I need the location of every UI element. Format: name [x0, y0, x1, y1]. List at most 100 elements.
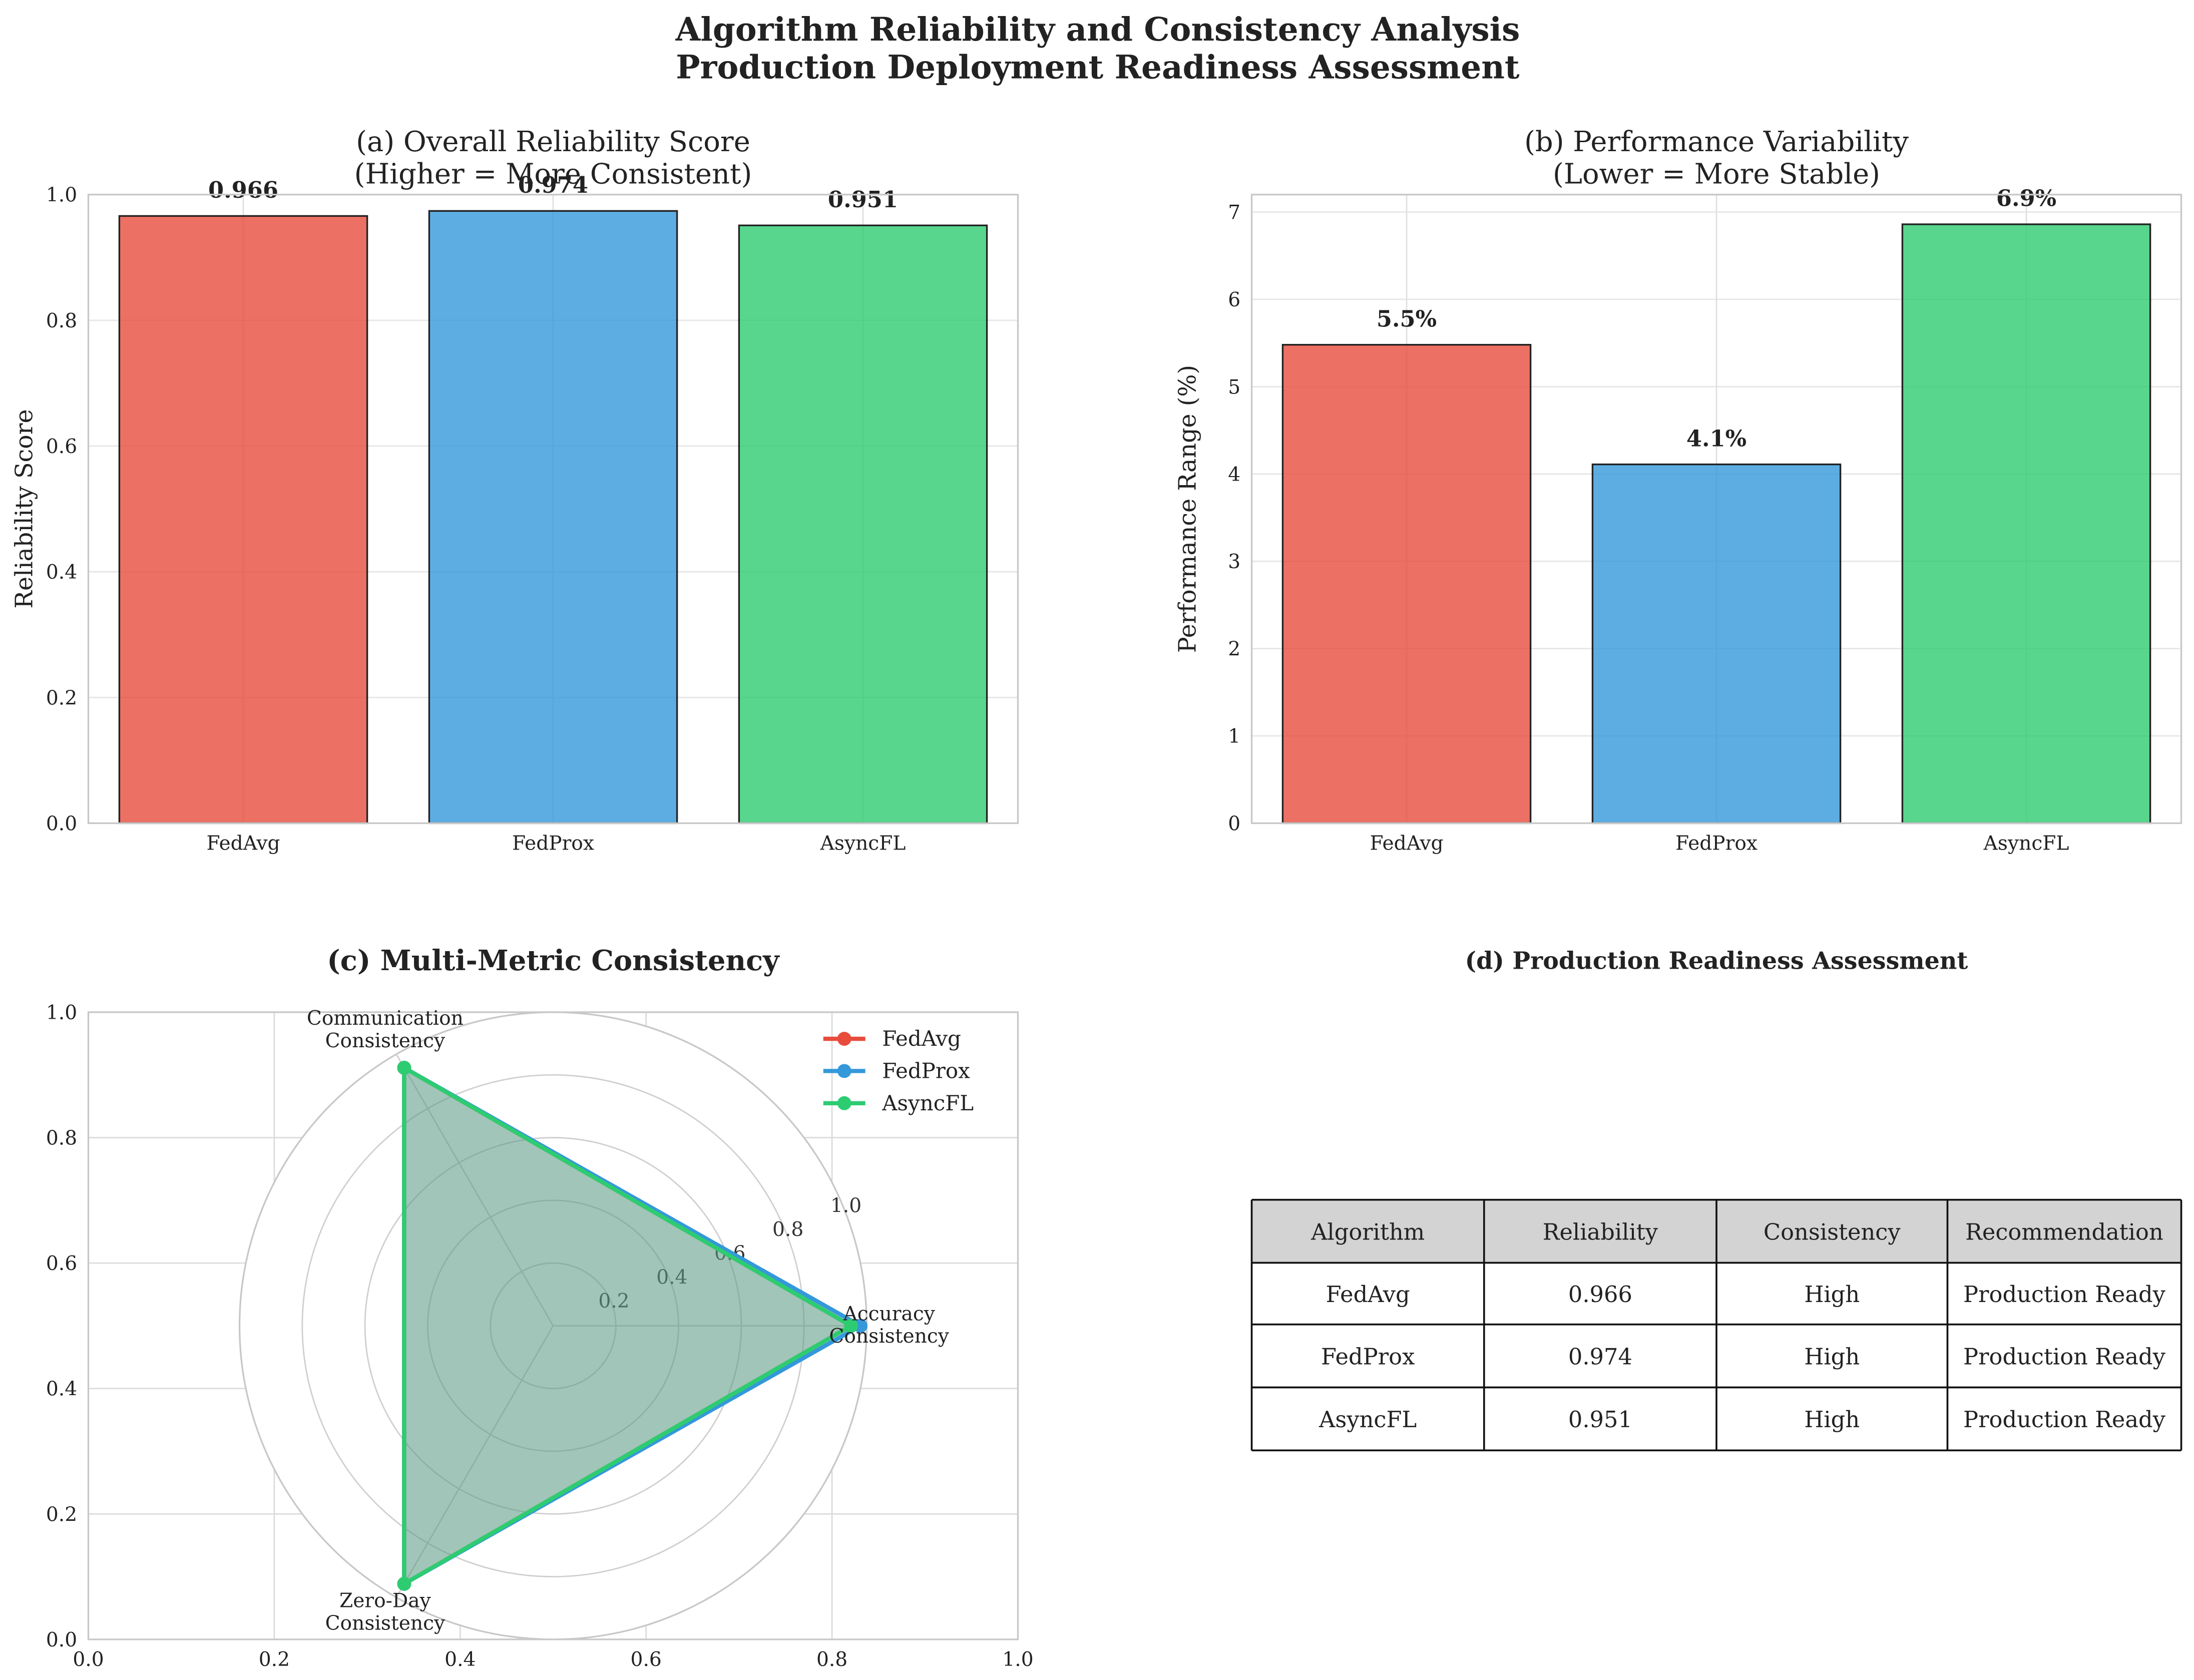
- y-tick-label: 1: [1228, 725, 1240, 748]
- subplot-title-line2: (Lower = More Stable): [1553, 158, 1880, 190]
- panel-b-variability: 0 1 2 3 4 5 6 7 5.5% FedAvg 4.1% FedProx 6.9% AsyncFL…: [1174, 126, 2182, 855]
- table-cell: Production Ready: [1963, 1343, 2166, 1370]
- bar-value-label: 0.966: [208, 177, 278, 203]
- subplot-title: (c) Multi-Metric Consistency: [327, 944, 780, 977]
- legend-label: FedAvg: [882, 1026, 961, 1051]
- plot-frame: [1250, 194, 2182, 824]
- subplot-title-line1: (a) Overall Reliability Score: [356, 126, 750, 158]
- y-tick-label: 0.0: [46, 812, 77, 835]
- bar-asyncfl: [1901, 223, 2151, 824]
- bar-fedavg: [118, 215, 368, 824]
- x-tick-label: AsyncFL: [820, 832, 906, 855]
- figure-title-line1: Algorithm Reliability and Consistency An…: [675, 11, 1520, 49]
- bg-y-tick-label: 0.0: [46, 1629, 77, 1651]
- table-cell: Production Ready: [1963, 1406, 2166, 1433]
- bar-fedprox: [1591, 463, 1842, 824]
- bg-y-tick-label: 1.0: [46, 1002, 77, 1024]
- y-tick-label: 0: [1228, 812, 1240, 835]
- panel-c-radar: 0.0 0.2 0.4 0.6 0.8 1.0 0.0 0.2 0.4 0.6 0.8 1.0 0.2 0…: [46, 944, 1034, 1671]
- bg-x-tick-label: 1.0: [1002, 1648, 1033, 1671]
- table-cell: FedProx: [1321, 1343, 1415, 1370]
- y-tick-label: 0.6: [46, 436, 77, 458]
- table-cell: High: [1804, 1343, 1860, 1370]
- table-cell: High: [1804, 1406, 1860, 1433]
- bar-value-label: 5.5%: [1377, 305, 1437, 332]
- table-cell: Production Ready: [1963, 1281, 2166, 1308]
- bg-x-tick-label: 0.0: [73, 1648, 104, 1671]
- radar-axis-label: Zero-Day: [339, 1590, 431, 1612]
- x-tick-label: FedAvg: [1370, 832, 1443, 855]
- legend-marker-fedprox: [837, 1064, 851, 1078]
- radial-tick-label: 0.2: [598, 1290, 629, 1313]
- radial-tick-label: 0.8: [772, 1218, 803, 1241]
- y-tick-label: 6: [1228, 289, 1240, 311]
- radar-area-asyncfl: [404, 1068, 851, 1584]
- legend-label: AsyncFL: [882, 1091, 974, 1115]
- y-tick-label: 5: [1228, 376, 1240, 398]
- bar-fedavg: [1281, 344, 1532, 824]
- bg-y-tick-label: 0.8: [46, 1127, 77, 1150]
- y-axis-label: Performance Range (%): [1174, 365, 1202, 653]
- radar-line-asyncfl: [402, 1064, 852, 1588]
- radar-axis-label: Communication: [307, 1007, 464, 1030]
- y-tick-label: 0.8: [46, 310, 77, 332]
- radar-axis-label: Accuracy: [842, 1303, 935, 1325]
- panel-a-reliability: 0.00.20.40.60.81.0 0.966FedAvg0.974FedPro…: [11, 126, 1019, 855]
- spoke-gridline: [395, 1054, 554, 1327]
- radar-axis-label: Consistency: [829, 1325, 949, 1348]
- radar-point-asyncfl: [397, 1576, 411, 1591]
- bar-value-label: 0.951: [828, 186, 898, 213]
- bg-y-tick-label: 0.2: [46, 1503, 77, 1526]
- table-cell: 0.974: [1568, 1343, 1632, 1370]
- x-tick-label: FedAvg: [206, 832, 280, 855]
- y-tick-label: 1.0: [46, 184, 77, 207]
- y-axis-label: Reliability Score: [11, 409, 39, 608]
- bg-x-tick-label: 0.2: [259, 1648, 290, 1671]
- y-tick-label: 7: [1228, 202, 1240, 224]
- table-cell: 0.951: [1568, 1406, 1632, 1433]
- panel-d-table: (d) Production Readiness Assessment Algor…: [1250, 947, 2182, 1452]
- radar-area-fedprox: [404, 1068, 860, 1584]
- bg-y-tick-label: 0.6: [46, 1252, 77, 1275]
- table-cell: AsyncFL: [1319, 1406, 1417, 1433]
- radial-tick-label: 1.0: [830, 1194, 861, 1217]
- bg-x-tick-label: 0.6: [631, 1648, 662, 1671]
- x-tick-label: FedProx: [1675, 832, 1758, 855]
- table-cell: FedAvg: [1326, 1281, 1410, 1308]
- bar-value-label: 6.9%: [1996, 185, 2056, 212]
- subplot-title-line1: (b) Performance Variability: [1524, 126, 1909, 158]
- table-header-cell: Consistency: [1764, 1218, 1901, 1245]
- table-cell: 0.966: [1568, 1281, 1632, 1308]
- table-cell: High: [1804, 1281, 1860, 1308]
- y-tick-label: 4: [1228, 464, 1240, 486]
- x-tick-label: FedProx: [512, 832, 594, 855]
- radar-point-asyncfl: [844, 1319, 858, 1333]
- table-header-cell: Algorithm: [1310, 1218, 1425, 1245]
- radar-point-asyncfl: [397, 1061, 411, 1075]
- plot-frame: [87, 194, 1019, 824]
- y-tick-label: 3: [1228, 551, 1240, 573]
- bar-asyncfl: [738, 224, 988, 824]
- figure-title-line2: Production Deployment Readiness Assessme…: [676, 49, 1520, 87]
- radial-tick-label: 0.4: [656, 1266, 687, 1289]
- bg-x-tick-label: 0.4: [445, 1648, 476, 1671]
- y-tick-label: 0.4: [46, 561, 77, 584]
- subplot-title: (d) Production Readiness Assessment: [1465, 947, 1968, 975]
- radar-area-fedavg: [404, 1068, 851, 1584]
- bg-x-tick-label: 0.8: [816, 1648, 847, 1671]
- legend-label: FedProx: [882, 1058, 970, 1083]
- legend-marker-asyncfl: [837, 1096, 851, 1110]
- y-tick-label: 0.2: [46, 687, 77, 709]
- bg-y-tick-label: 0.4: [46, 1378, 77, 1401]
- table-header-cell: Recommendation: [1965, 1218, 2163, 1245]
- table-header-cell: Reliability: [1543, 1218, 1658, 1245]
- subplot-title-line2: (Higher = More Consistent): [354, 158, 752, 190]
- radar-axis-label: Consistency: [325, 1612, 446, 1634]
- legend-marker-fedavg: [837, 1032, 851, 1046]
- bar-value-label: 4.1%: [1686, 425, 1746, 452]
- radar-axis-label: Consistency: [325, 1030, 446, 1052]
- bar-fedprox: [428, 210, 678, 824]
- y-tick-label: 2: [1228, 638, 1240, 661]
- x-tick-label: AsyncFL: [1983, 832, 2069, 855]
